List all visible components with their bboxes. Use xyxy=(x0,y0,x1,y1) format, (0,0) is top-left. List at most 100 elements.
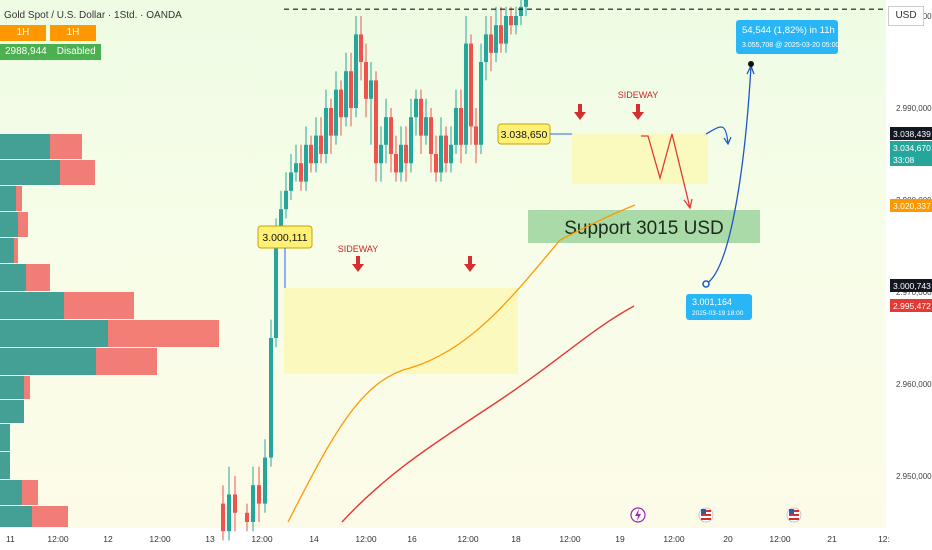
candle-body xyxy=(294,163,298,173)
candle-body xyxy=(227,494,231,532)
high-callout: 3.038,650 xyxy=(497,123,551,145)
lightning-icon-bolt xyxy=(635,509,641,521)
candle-body xyxy=(389,117,393,154)
candle-body xyxy=(329,108,333,136)
candle-body xyxy=(449,144,453,164)
candle xyxy=(344,52,348,127)
price-tag: 2.995,472 xyxy=(890,299,932,312)
time-tick-label: 12:00 xyxy=(663,534,685,544)
candle-body xyxy=(374,80,378,164)
time-tick-label: 12:00 xyxy=(149,534,171,544)
candle xyxy=(384,98,388,164)
candle xyxy=(519,0,523,26)
candle-body xyxy=(509,16,513,26)
time-tick-label: 12:00 xyxy=(769,534,791,544)
volume-bar-up xyxy=(0,264,26,291)
candle-body xyxy=(299,163,303,182)
volume-bar-up xyxy=(0,212,18,237)
candle xyxy=(504,6,508,53)
candle xyxy=(459,89,463,164)
ema-fast-line xyxy=(287,204,636,523)
price-tick-label: 2.970,000 xyxy=(896,288,932,297)
candle xyxy=(221,485,225,541)
range-zone-right xyxy=(572,134,708,184)
candle-body xyxy=(369,80,373,99)
candle xyxy=(444,126,448,173)
candle xyxy=(524,0,528,16)
time-tick-label: 12:00 xyxy=(559,534,581,544)
support-label: Support 3015 USD xyxy=(564,218,724,239)
measure-top-line2: 3.055,708 @ 2025-03-20 05:00 xyxy=(742,42,840,49)
projection-red-arrowhead xyxy=(683,198,693,210)
us-flag-icon-stripe xyxy=(789,514,799,516)
candle xyxy=(449,126,453,173)
time-tick-label: 12:00 xyxy=(355,534,377,544)
indicator-status[interactable]: Disabled xyxy=(51,44,101,60)
symbol-title: Gold Spot / U.S. Dollar · 1Std. · OANDA xyxy=(4,10,182,21)
candle-body xyxy=(221,503,225,532)
price-tag: 3.020,337 xyxy=(890,199,932,212)
time-tick-label: 21 xyxy=(827,534,837,544)
candle-body xyxy=(263,457,267,504)
candle-body xyxy=(379,144,383,164)
candle xyxy=(464,16,468,154)
price-tag-box xyxy=(890,153,932,166)
candle xyxy=(284,172,288,219)
candle-body xyxy=(289,172,293,191)
volume-bar-up xyxy=(0,348,96,375)
volume-bar-up xyxy=(0,480,22,505)
timeframe-badge-2[interactable]: 1H xyxy=(50,25,96,41)
candle-body xyxy=(499,25,503,44)
candle xyxy=(454,89,458,154)
candle-body xyxy=(309,144,313,164)
projection-blue-long xyxy=(705,65,752,285)
candle-body xyxy=(494,25,498,53)
candle-body xyxy=(414,98,418,118)
time-tick-label: 14 xyxy=(309,534,319,544)
candle xyxy=(404,126,408,182)
candle xyxy=(394,135,398,182)
currency-button[interactable]: USD xyxy=(888,6,924,26)
candle-body xyxy=(519,6,523,16)
candles xyxy=(221,0,528,541)
candle-body xyxy=(233,494,237,513)
price-tag-text: 3.034,670 xyxy=(893,143,931,153)
candle xyxy=(309,135,313,173)
us-flag-icon xyxy=(786,507,802,523)
volume-bar-up xyxy=(0,376,24,399)
candle xyxy=(339,80,343,136)
time-tick-label: 19 xyxy=(615,534,625,544)
candle-body xyxy=(251,485,255,522)
time-axis-bg xyxy=(0,528,932,550)
candle xyxy=(469,34,473,145)
candle xyxy=(329,98,333,154)
candle xyxy=(354,16,358,118)
price-tag-text: 33:08 xyxy=(893,155,915,165)
time-tick-label: 12 xyxy=(103,534,113,544)
candle xyxy=(484,16,488,81)
volume-profile xyxy=(0,134,219,527)
candle-body xyxy=(484,34,488,62)
sideway-label-2: SIDEWAY xyxy=(618,90,659,100)
price-tag-text: 3.000,743 xyxy=(893,281,931,291)
candle-body xyxy=(524,0,528,7)
indicator-value: 2988,944 xyxy=(0,44,52,60)
candle-body xyxy=(429,117,433,154)
candle-body xyxy=(334,89,338,136)
support-zone xyxy=(528,210,760,243)
time-tick-label: 13 xyxy=(205,534,215,544)
candle-body xyxy=(245,512,249,522)
candle-body xyxy=(354,34,358,108)
candle xyxy=(319,117,323,164)
candle xyxy=(359,16,363,81)
candle xyxy=(233,476,237,532)
timeframe-badge-1[interactable]: 1H xyxy=(0,25,46,41)
candle-body xyxy=(364,62,368,99)
time-tick-label: 12: xyxy=(878,534,890,544)
candle-body xyxy=(419,98,423,136)
candle-body xyxy=(257,485,261,504)
price-axis: 3.060,0003.050,0003.040,0003.030,0003.02… xyxy=(886,0,932,550)
time-tick-label: 20 xyxy=(723,534,733,544)
price-tag: 3.000,743 xyxy=(890,279,932,292)
